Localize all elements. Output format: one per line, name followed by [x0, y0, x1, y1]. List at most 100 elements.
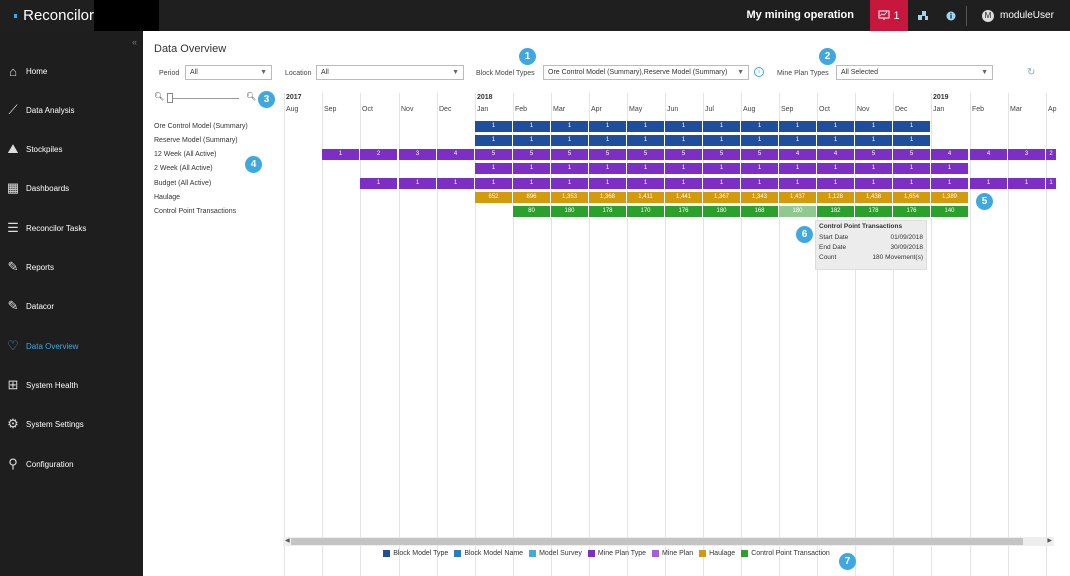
zoom-out-icon[interactable]: 🔍︎	[154, 92, 165, 101]
timeline-cell[interactable]: 3	[399, 149, 436, 160]
timeline-cell[interactable]: 1	[893, 135, 930, 146]
timeline-cell[interactable]: 1	[589, 178, 626, 189]
timeline-cell[interactable]: 1	[360, 178, 397, 189]
timeline-cell[interactable]: 176	[893, 206, 930, 217]
timeline-cell[interactable]: 1	[551, 163, 588, 174]
timeline-cell[interactable]: 1	[893, 163, 930, 174]
zoom-in-icon[interactable]: 🔍︎	[246, 92, 257, 101]
timeline-cell[interactable]: 1,441	[665, 192, 702, 203]
timeline-cell[interactable]: 1	[475, 178, 512, 189]
timeline-cell[interactable]: 896	[513, 192, 550, 203]
timeline-cell[interactable]: 5	[741, 149, 778, 160]
timeline-cell[interactable]: 1	[665, 135, 702, 146]
timeline-cell[interactable]: 5	[551, 149, 588, 160]
timeline-cell[interactable]: 1	[779, 163, 816, 174]
timeline-cell[interactable]: 1	[855, 178, 892, 189]
timeline-cell[interactable]: 1	[589, 135, 626, 146]
mine-plan-select[interactable]: All Selected ▼	[836, 65, 993, 80]
sidebar-item-stockpiles[interactable]: ⛰ Stockpiles	[0, 137, 143, 161]
timeline-cell[interactable]: 5	[855, 149, 892, 160]
period-select[interactable]: All ▼	[185, 65, 272, 80]
timeline-cell[interactable]: 1	[475, 163, 512, 174]
timeline-cell[interactable]: 1	[817, 163, 854, 174]
timeline-cell[interactable]: 1	[1046, 178, 1056, 189]
info-icon[interactable]: i	[754, 67, 764, 77]
timeline-cell[interactable]: 5	[513, 149, 550, 160]
timeline-cell[interactable]: 170	[627, 206, 664, 217]
sidebar-item-home[interactable]: ⌂ Home	[0, 59, 143, 83]
timeline-cell[interactable]: 4	[779, 149, 816, 160]
timeline-cell[interactable]: 1	[817, 121, 854, 132]
timeline-cell[interactable]: 1	[817, 178, 854, 189]
timeline-cell[interactable]: 1	[589, 121, 626, 132]
timeline-cell[interactable]: 1	[741, 135, 778, 146]
timeline-cell[interactable]: 1	[741, 163, 778, 174]
legend-item[interactable]: Block Model Type	[383, 550, 448, 557]
timeline-cell[interactable]: 1	[703, 135, 740, 146]
timeline-cell[interactable]: 1,437	[779, 192, 816, 203]
timeline-cell[interactable]: 652	[475, 192, 512, 203]
timeline-cell[interactable]: 5	[893, 149, 930, 160]
timeline-cell[interactable]: 1	[855, 163, 892, 174]
sidebar-item-reconcilor-tasks[interactable]: ☰ Reconcilor Tasks	[0, 216, 143, 240]
legend-item[interactable]: Mine Plan	[651, 550, 693, 557]
timeline-cell[interactable]: 1	[475, 121, 512, 132]
timeline-cell[interactable]: 1	[437, 178, 474, 189]
timeline-cell[interactable]: 1	[741, 121, 778, 132]
timeline-cell[interactable]: 1,411	[627, 192, 664, 203]
timeline-cell[interactable]: 4	[817, 149, 854, 160]
timeline-cell[interactable]: 1	[627, 163, 664, 174]
scroll-right-icon[interactable]: ▶	[1047, 538, 1052, 544]
timeline-cell[interactable]: 1	[931, 163, 968, 174]
timeline-cell[interactable]: 182	[817, 206, 854, 217]
timeline-cell[interactable]: 1,654	[893, 192, 930, 203]
timeline-cell[interactable]: 178	[589, 206, 626, 217]
timeline-cell[interactable]: 1,343	[741, 192, 778, 203]
location-select[interactable]: All ▼	[316, 65, 464, 80]
timeline-cell[interactable]: 1	[665, 121, 702, 132]
legend-item[interactable]: Control Point Transaction	[741, 550, 830, 557]
app-logo[interactable]: Reconcilor	[0, 0, 94, 31]
timeline-cell[interactable]: 80	[513, 206, 550, 217]
timeline-cell[interactable]: 180	[779, 206, 816, 217]
timeline-cell[interactable]: 1	[703, 178, 740, 189]
timeline-cell[interactable]: 178	[855, 206, 892, 217]
timeline-cell[interactable]: 3	[1008, 149, 1045, 160]
timeline-cell[interactable]: 2	[1046, 149, 1056, 160]
timeline-cell[interactable]: 4	[970, 149, 1007, 160]
timeline-cell[interactable]: 4	[931, 149, 968, 160]
timeline-cell[interactable]: 5	[475, 149, 512, 160]
refresh-icon[interactable]: ↻	[1027, 67, 1036, 78]
legend-item[interactable]: Mine Plan Type	[587, 550, 646, 557]
timeline-cell[interactable]: 1	[817, 135, 854, 146]
timeline-cell[interactable]: 168	[741, 206, 778, 217]
legend-item[interactable]: Model Survey	[529, 550, 582, 557]
timeline-cell[interactable]: 1	[893, 121, 930, 132]
timeline-cell[interactable]: 1	[627, 178, 664, 189]
collapse-sidebar-icon[interactable]: «	[131, 37, 137, 47]
timeline-cell[interactable]: 5	[627, 149, 664, 160]
timeline-cell[interactable]: 1	[970, 178, 1007, 189]
timeline-cell[interactable]: 1	[322, 149, 359, 160]
timeline-cell[interactable]: 1	[551, 121, 588, 132]
scroll-left-icon[interactable]: ◀	[285, 538, 290, 544]
timeline-cell[interactable]: 1	[513, 178, 550, 189]
timeline-cell[interactable]: 4	[437, 149, 474, 160]
timeline-cell[interactable]: 1,128	[817, 192, 854, 203]
timeline-cell[interactable]: 1	[627, 121, 664, 132]
timeline-cell[interactable]: 1	[627, 135, 664, 146]
timeline-cell[interactable]: 1	[779, 121, 816, 132]
timeline-cell[interactable]: 176	[665, 206, 702, 217]
timeline-cell[interactable]: 1	[855, 121, 892, 132]
sidebar-item-data-overview[interactable]: ♡ Data Overview	[0, 334, 143, 358]
timeline-cell[interactable]: 140	[931, 206, 968, 217]
user-menu[interactable]: M moduleUser	[982, 0, 1054, 31]
sidebar-item-dashboards[interactable]: ▦ Dashboards	[0, 176, 143, 200]
timeline-cell[interactable]: 1	[475, 135, 512, 146]
timeline-cell[interactable]: 1	[1008, 178, 1045, 189]
zoom-slider-handle[interactable]	[167, 93, 173, 103]
timeline-cell[interactable]: 1	[665, 178, 702, 189]
scrollbar-thumb[interactable]	[291, 538, 1023, 545]
timeline-cell[interactable]: 1,389	[931, 192, 968, 203]
timeline-cell[interactable]: 1,367	[703, 192, 740, 203]
